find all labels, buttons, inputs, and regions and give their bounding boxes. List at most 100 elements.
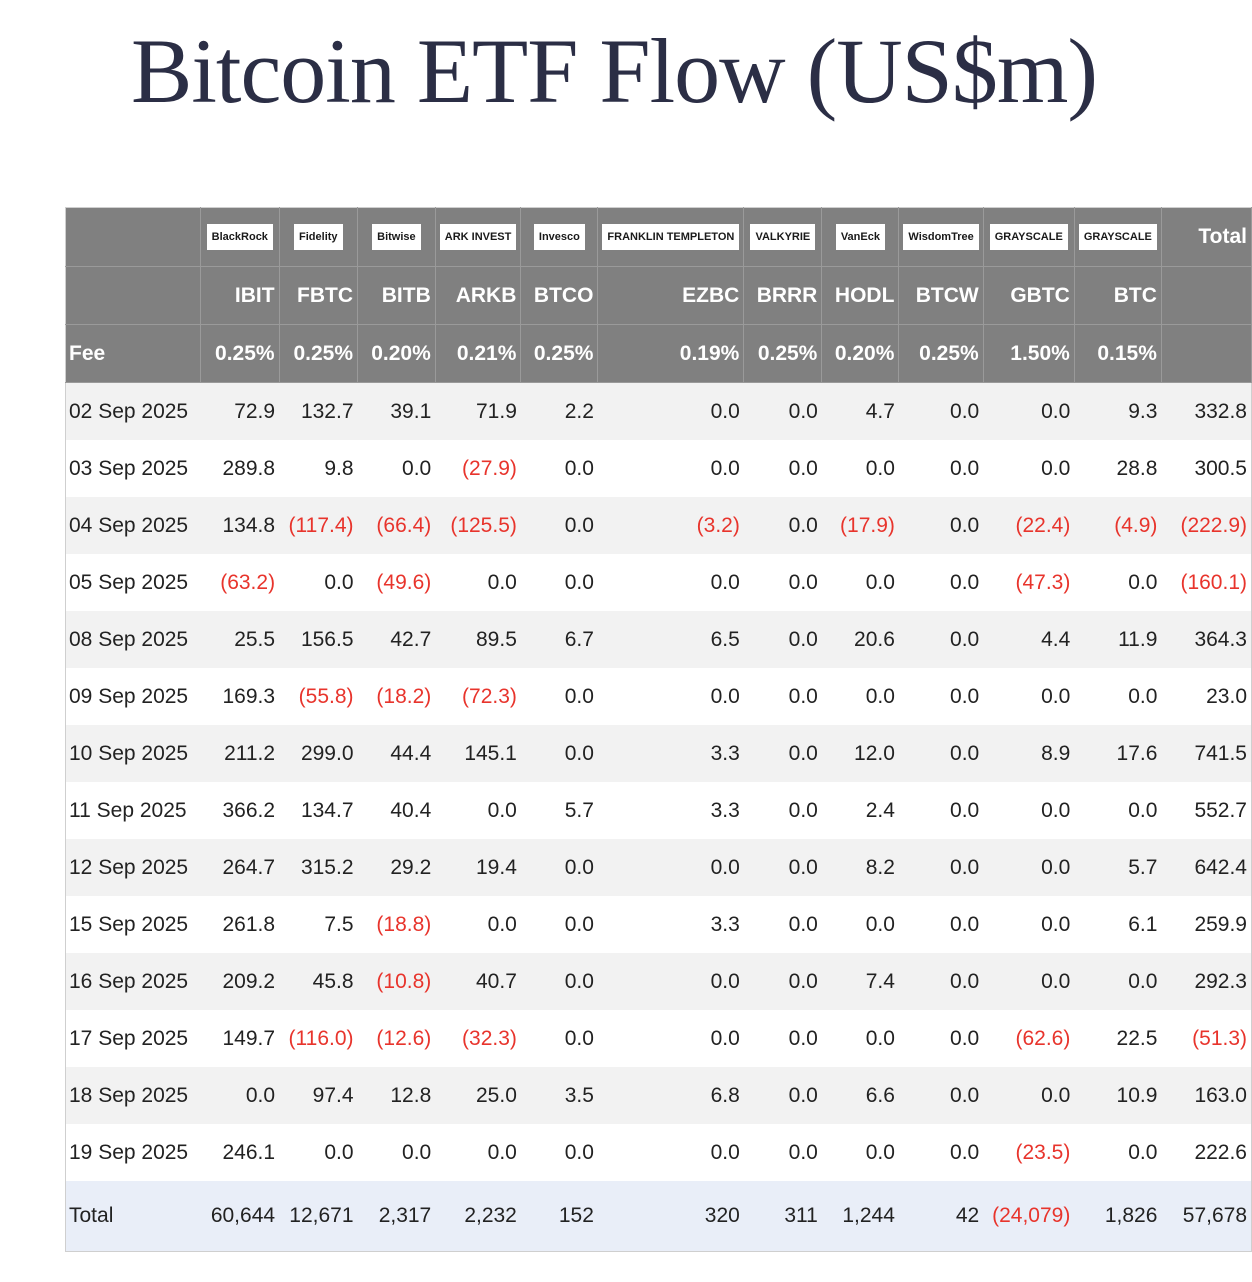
total-gbtc: (24,079): [983, 1181, 1075, 1252]
flow-brrr: 0.0: [743, 382, 822, 440]
total-fbtc: 12,671: [279, 1181, 358, 1252]
page-title: Bitcoin ETF Flow (US$m): [130, 20, 1098, 122]
flow-brrr: 0.0: [743, 725, 822, 782]
flow-gbtc: 4.4: [983, 611, 1075, 668]
flow-gbtc: (22.4): [983, 497, 1075, 554]
flow-btcw: 0.0: [898, 839, 984, 896]
flow-btco: 0.0: [520, 1010, 598, 1067]
row-date: 03 Sep 2025: [65, 440, 201, 497]
total-ezbc: 320: [597, 1181, 744, 1252]
flow-btco: 0.0: [520, 896, 598, 953]
flow-gbtc: 0.0: [983, 1067, 1075, 1124]
table-row: 18 Sep 2025 0.0 97.4 12.8 25.0 3.5 6.8 0.0 6.6 0.…: [65, 1067, 1252, 1124]
flow-ezbc: (3.2): [597, 497, 744, 554]
row-date: 11 Sep 2025: [65, 782, 201, 839]
flow-btcw: 0.0: [898, 611, 984, 668]
flow-gbtc: (62.6): [983, 1010, 1075, 1067]
grand-total: 57,678: [1161, 1181, 1252, 1252]
ticker-btc: BTC: [1074, 266, 1162, 325]
row-total: 163.0: [1161, 1067, 1252, 1124]
total-label: Total: [65, 1181, 201, 1252]
flow-brrr: 0.0: [743, 1010, 822, 1067]
issuer-logo-cell: GRAYSCALE: [983, 207, 1075, 267]
flow-ezbc: 0.0: [597, 440, 744, 497]
flow-btco: 6.7: [520, 611, 598, 668]
invesco-logo: Invesco: [533, 224, 585, 250]
total-ibit: 60,644: [200, 1181, 280, 1252]
ticker-btco: BTCO: [520, 266, 599, 325]
flow-ibit: 211.2: [200, 725, 280, 782]
flow-ibit: 209.2: [200, 953, 280, 1010]
table-row: 10 Sep 2025 211.2 299.0 44.4 145.1 0.0 3.3 0.0 1…: [65, 725, 1252, 782]
fee-label: Fee: [65, 324, 202, 383]
flow-brrr: 0.0: [743, 839, 822, 896]
issuer-logo-cell: Invesco: [520, 207, 599, 267]
flow-btc: 28.8: [1074, 440, 1162, 497]
flow-btc: 0.0: [1074, 1124, 1162, 1181]
flow-btc: 0.0: [1074, 782, 1162, 839]
flow-btco: 3.5: [520, 1067, 598, 1124]
flow-ibit: 264.7: [200, 839, 280, 896]
fee-btc: 0.15%: [1074, 324, 1162, 383]
flow-ezbc: 3.3: [597, 725, 744, 782]
flow-bitb: 42.7: [357, 611, 436, 668]
flow-bitb: 29.2: [357, 839, 436, 896]
ticker-fbtc: FBTC: [279, 266, 359, 325]
flow-brrr: 0.0: [743, 782, 822, 839]
flow-btco: 0.0: [520, 497, 598, 554]
total-btco: 152: [520, 1181, 598, 1252]
row-date: 18 Sep 2025: [65, 1067, 201, 1124]
flow-ibit: 246.1: [200, 1124, 280, 1181]
flow-hodl: 12.0: [821, 725, 899, 782]
ticker-corner: [65, 266, 202, 325]
flow-brrr: 0.0: [743, 1124, 822, 1181]
flow-brrr: 0.0: [743, 1067, 822, 1124]
ticker-ibit: IBIT: [200, 266, 280, 325]
flow-btco: 0.0: [520, 668, 598, 725]
row-date: 08 Sep 2025: [65, 611, 201, 668]
flow-btc: 0.0: [1074, 554, 1162, 611]
flow-fbtc: 315.2: [279, 839, 358, 896]
fee-ibit: 0.25%: [200, 324, 280, 383]
ticker-bitb: BITB: [357, 266, 436, 325]
table-row: 12 Sep 2025 264.7 315.2 29.2 19.4 0.0 0.0 0.0 8.…: [65, 839, 1252, 896]
vaneck-logo: VanEck: [835, 224, 885, 250]
issuer-logo-cell: VALKYRIE: [743, 207, 823, 267]
flow-arkb: (72.3): [435, 668, 521, 725]
table-row: 04 Sep 2025 134.8 (117.4) (66.4) (125.5) 0.0(…: [65, 497, 1252, 554]
flow-btco: 5.7: [520, 782, 598, 839]
flow-ibit: (63.2): [200, 554, 280, 611]
flow-hodl: 20.6: [821, 611, 899, 668]
table-row: 09 Sep 2025 169.3 (55.8) (18.2) (72.3) 0.0 0.0…: [65, 668, 1252, 725]
flow-btcw: 0.0: [898, 782, 984, 839]
flow-btco: 0.0: [520, 839, 598, 896]
flow-gbtc: 0.0: [983, 782, 1075, 839]
ticker-ezbc: EZBC: [597, 266, 745, 325]
total-hodl: 1,244: [821, 1181, 899, 1252]
flow-bitb: (49.6): [357, 554, 436, 611]
flow-hodl: 0.0: [821, 440, 899, 497]
flow-fbtc: 45.8: [279, 953, 358, 1010]
fee-arkb: 0.21%: [435, 324, 522, 383]
flow-gbtc: (47.3): [983, 554, 1075, 611]
flow-ibit: 289.8: [200, 440, 280, 497]
flow-hodl: 2.4: [821, 782, 899, 839]
flow-hodl: (17.9): [821, 497, 899, 554]
flow-btcw: 0.0: [898, 896, 984, 953]
flow-hodl: 0.0: [821, 668, 899, 725]
ark-invest-logo: ARK INVEST: [439, 224, 517, 250]
grayscale-logo: GRAYSCALE: [1078, 224, 1157, 250]
flow-fbtc: 0.0: [279, 1124, 358, 1181]
flow-fbtc: 7.5: [279, 896, 358, 953]
flow-ezbc: 0.0: [597, 953, 744, 1010]
franklin-templeton-logo: FRANKLIN TEMPLETON: [602, 224, 740, 250]
row-date: 19 Sep 2025: [65, 1124, 201, 1181]
fee-btcw: 0.25%: [898, 324, 984, 383]
flow-btc: 0.0: [1074, 953, 1162, 1010]
flow-ibit: 261.8: [200, 896, 280, 953]
issuer-logo-cell: FRANKLIN TEMPLETON: [597, 207, 745, 267]
flow-arkb: 71.9: [435, 382, 521, 440]
flow-fbtc: 97.4: [279, 1067, 358, 1124]
table-row: 05 Sep 2025 (63.2) 0.0 (49.6) 0.0 0.0 0.0 0.0 0.…: [65, 554, 1252, 611]
row-total: (222.9): [1161, 497, 1252, 554]
